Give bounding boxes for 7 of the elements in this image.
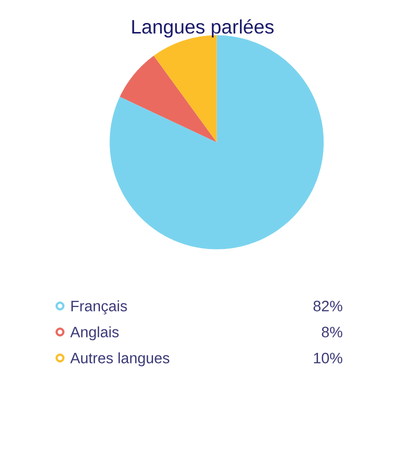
chart-title: Langues parlées [132, 19, 274, 38]
data-label: 82% [314, 300, 342, 312]
data-label: 8% [322, 326, 342, 338]
legend-label: Français [71, 300, 127, 314]
legend-label: Autres langues [70, 352, 170, 366]
data-label: 10% [314, 352, 342, 364]
legend-label: Anglais [70, 326, 119, 340]
